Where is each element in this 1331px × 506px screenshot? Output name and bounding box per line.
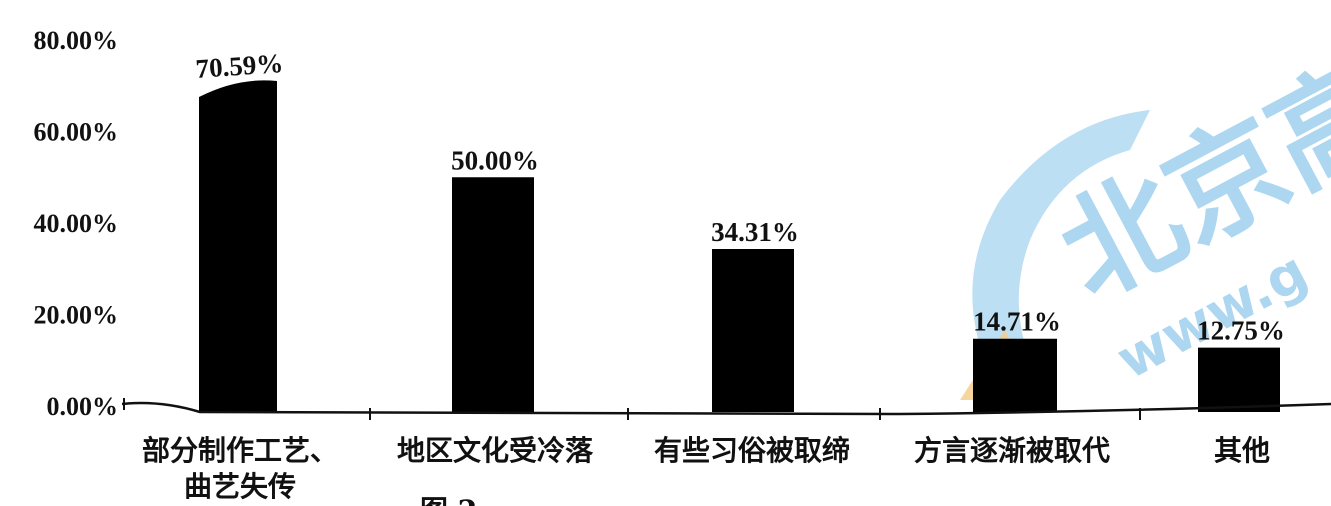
bars [199,80,1280,412]
bar [452,177,534,412]
category-label: 有些习俗被取缔 [654,434,850,467]
data-label: 14.71% [973,307,1061,337]
category-label: 方言逐渐被取代 [914,434,1110,467]
category-label: 其他 [1214,434,1270,467]
y-tick-label: 0.00% [47,392,119,421]
category-labels: 部分制作工艺、曲艺失传 地区文化受冷落 有些习俗被取缔 方言逐渐被取代 其他 [142,434,1270,503]
watermark-logo-arc-blue [972,110,1150,410]
bar [199,80,277,412]
data-labels: 70.59% 50.00% 34.31% 14.71% 12.75% [195,48,1285,346]
category-label: 部分制作工艺、 [142,434,338,467]
data-label: 34.31% [711,217,799,247]
x-axis [121,398,1331,420]
y-tick-label: 60.00% [34,118,119,147]
bar [712,249,794,412]
x-axis-baseline [121,401,1331,416]
y-tick-label: 80.00% [34,26,119,55]
data-label: 50.00% [451,145,539,175]
y-tick-label: 40.00% [34,209,119,238]
chart-caption: 图 2 ... [420,494,516,506]
y-axis-tick-labels: 0.00% 20.00% 40.00% 60.00% 80.00% [34,26,119,421]
bar [1198,347,1280,412]
category-label: 地区文化受冷落 [397,434,594,467]
data-label: 12.75% [1197,316,1285,346]
bar [973,338,1057,412]
y-tick-label: 20.00% [34,301,119,330]
category-label: 曲艺失传 [184,470,296,503]
data-label: 70.59% [195,48,285,84]
